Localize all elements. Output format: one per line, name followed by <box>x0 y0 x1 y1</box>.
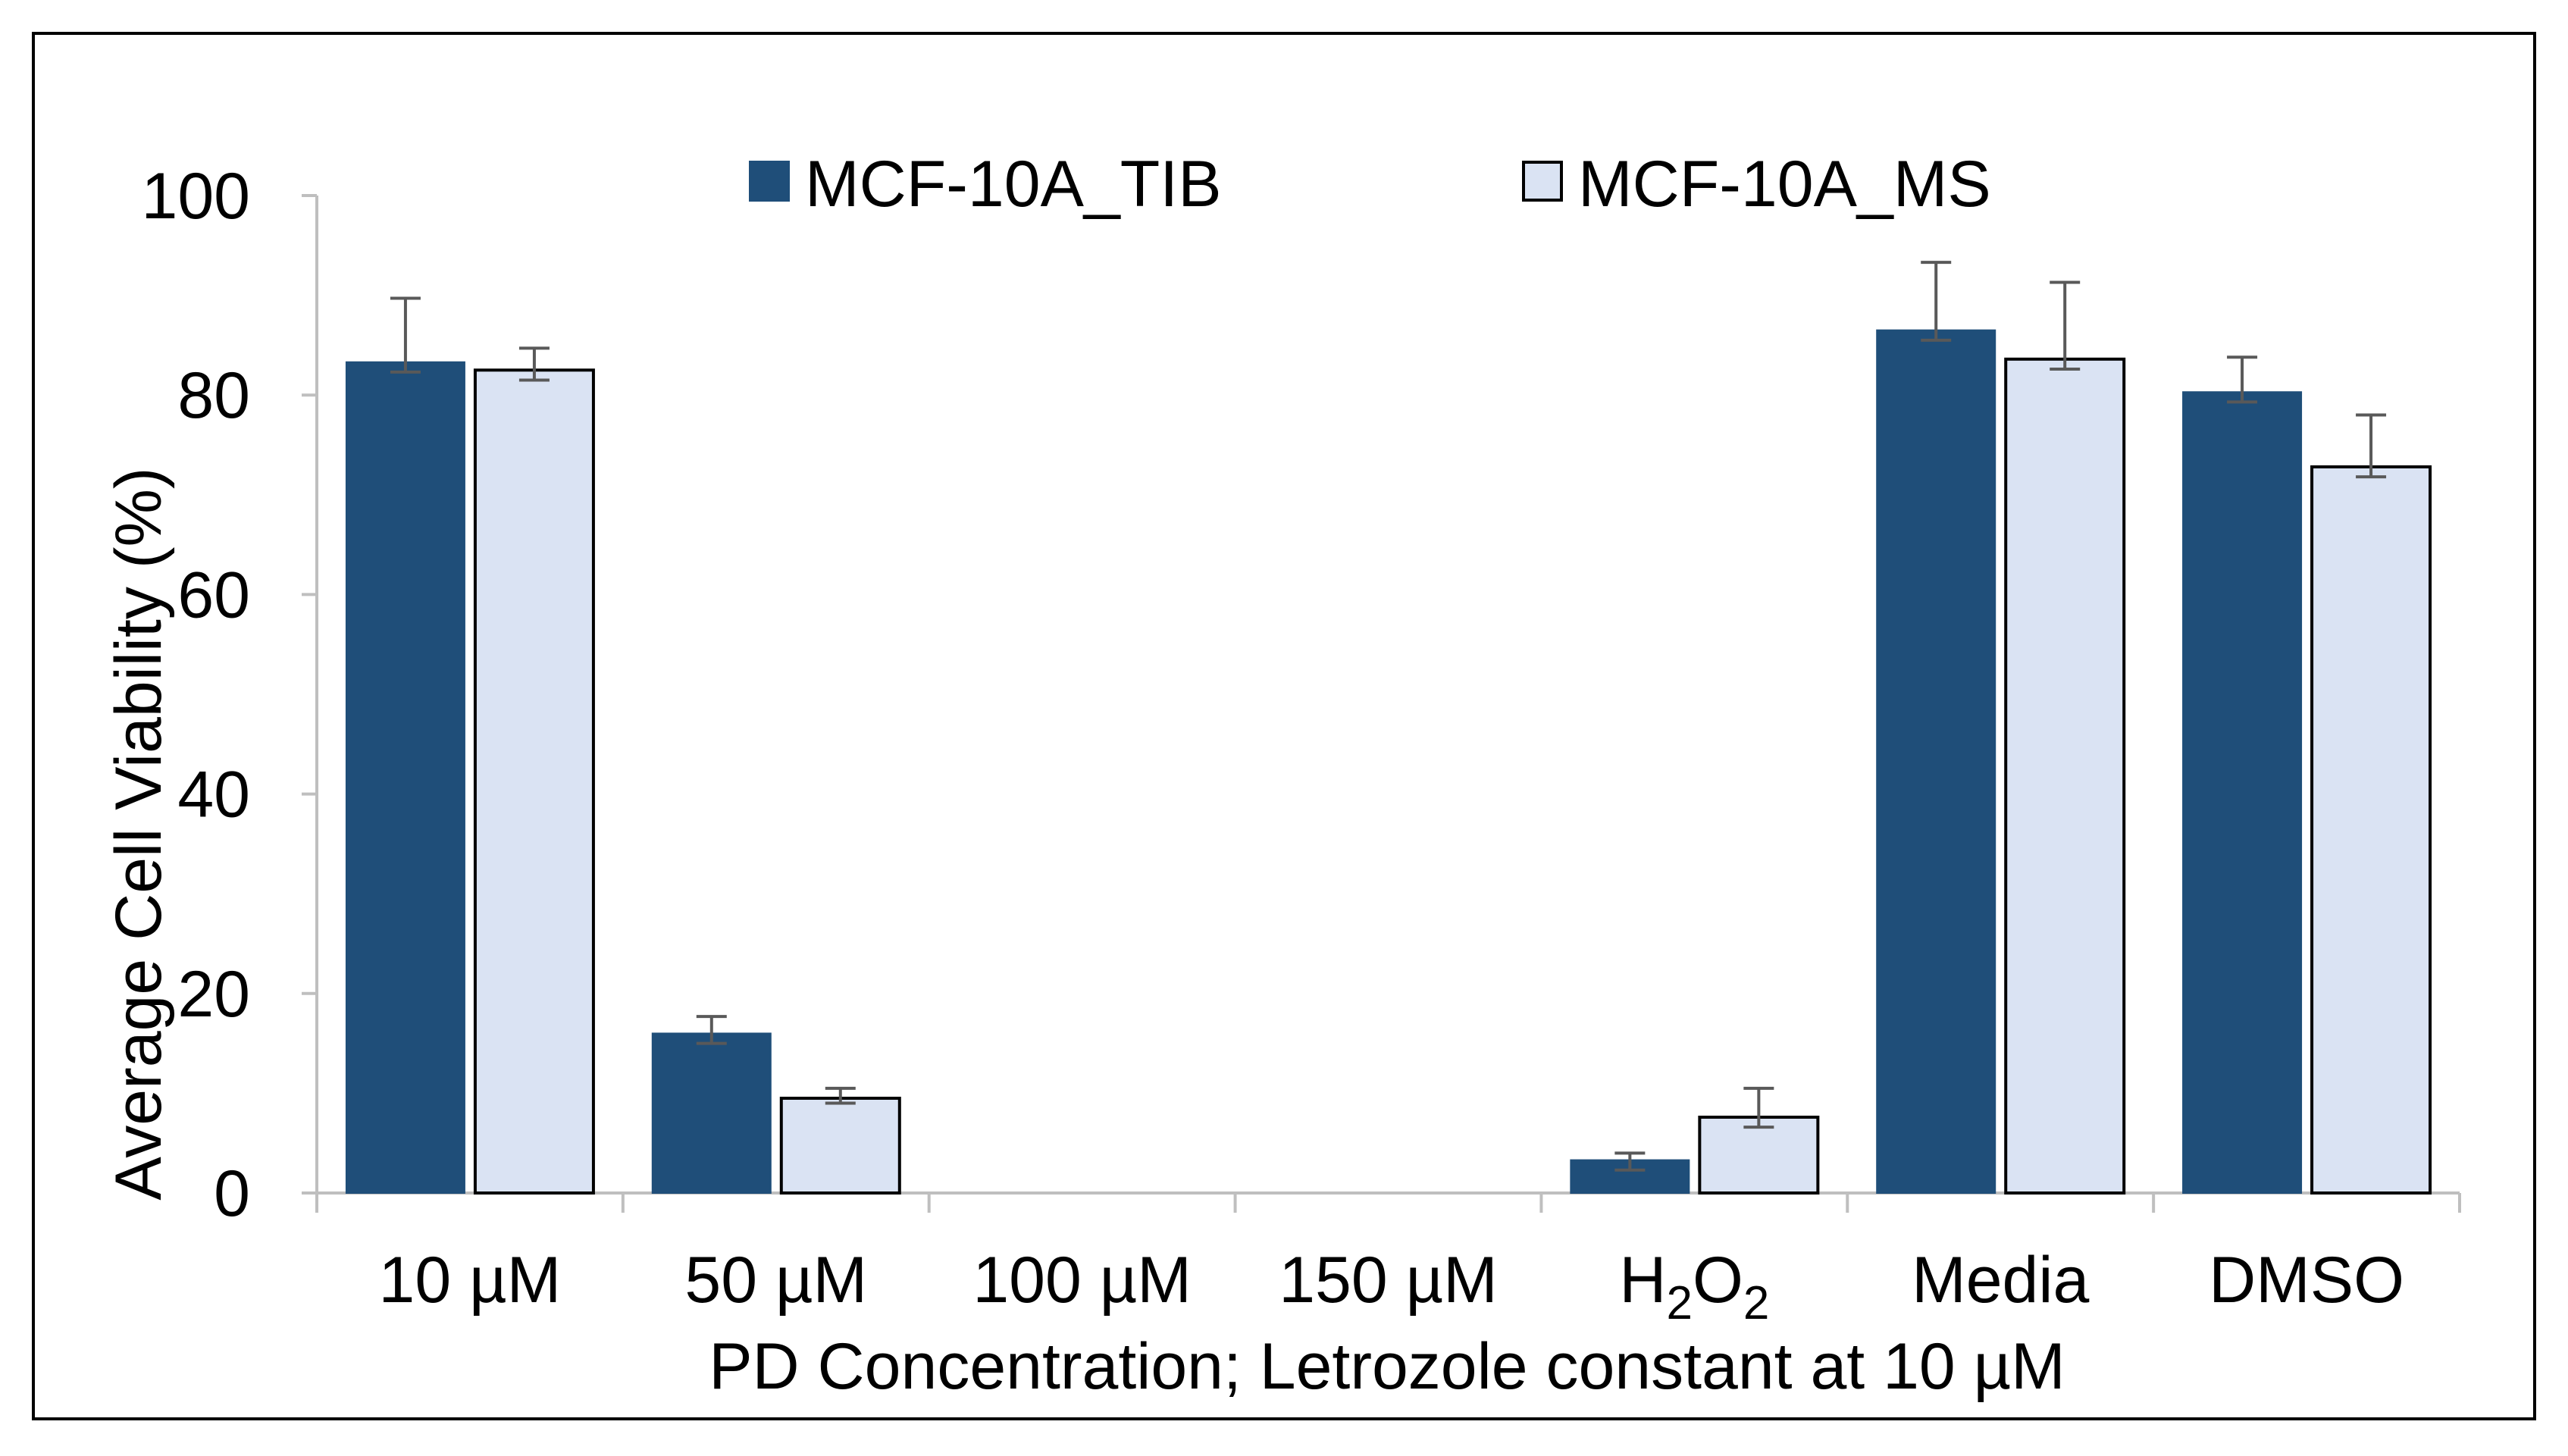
x-tick-label: DMSO <box>2209 1244 2404 1317</box>
bar-mcf10a-tib-6 <box>2182 391 2303 1195</box>
x-axis-title: PD Concentration; Letrozole constant at … <box>709 1330 2065 1403</box>
x-tick-label: 150 µM <box>1279 1244 1498 1317</box>
y-tick-label: 0 <box>214 1157 250 1230</box>
y-tick-label: 60 <box>177 559 250 631</box>
bar-mcf10a-tib-1 <box>651 1032 772 1194</box>
x-tick-label: 50 µM <box>684 1244 867 1317</box>
x-tick-label: Media <box>1912 1244 2089 1317</box>
bar-mcf10a-ms-1 <box>779 1096 901 1195</box>
bar-mcf10a-tib-0 <box>345 361 465 1195</box>
x-tick-label: 10 µM <box>379 1244 562 1317</box>
bar-mcf10a-ms-6 <box>2310 465 2432 1195</box>
x-tick-label-h2o2: H2O2 <box>1619 1244 1769 1329</box>
y-tick-label: 100 <box>142 160 251 233</box>
bar-mcf10a-ms-0 <box>473 368 595 1195</box>
bar-mcf10a-ms-5 <box>2004 357 2126 1195</box>
legend-label: MCF-10A_MS <box>1578 148 1991 221</box>
h2o2-part: 2 <box>1666 1277 1692 1329</box>
bar-mcf10a-ms-4 <box>1698 1115 1820 1195</box>
legend-label: MCF-10A_TIB <box>805 148 1222 221</box>
legend-swatch-mcf10a-tib <box>749 161 790 202</box>
y-axis-title: Average Cell Viability (%) <box>102 467 175 1200</box>
h2o2-part: 2 <box>1743 1277 1769 1329</box>
x-tick-label: 100 µM <box>972 1244 1192 1317</box>
y-tick-label: 40 <box>177 759 250 831</box>
h2o2-part: O <box>1693 1244 1743 1317</box>
y-tick-label: 20 <box>177 958 250 1031</box>
y-tick-label: 80 <box>177 359 250 432</box>
bar-mcf10a-tib-5 <box>1876 329 1996 1194</box>
h2o2-part: H <box>1619 1244 1666 1317</box>
legend-swatch-mcf10a-ms <box>1522 161 1563 202</box>
